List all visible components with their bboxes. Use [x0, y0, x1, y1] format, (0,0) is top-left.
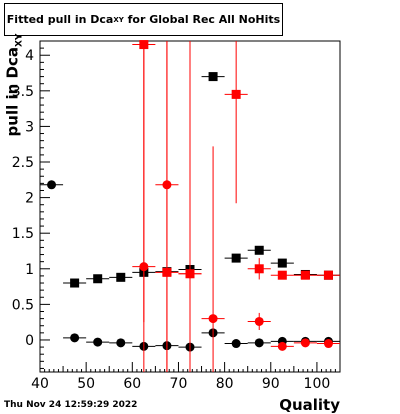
y-tick-label: 1.5 [12, 226, 34, 242]
x-axis-label: Quality [279, 396, 340, 414]
data-point-square [254, 264, 264, 274]
data-point-square [277, 270, 287, 280]
data-point-square [323, 270, 333, 280]
y-tick-label: 4 [25, 48, 34, 64]
y-tick-label: 2 [25, 191, 34, 207]
data-point-circle [162, 180, 172, 190]
data-point-circle [208, 314, 218, 324]
x-tick-label: 70 [170, 376, 188, 392]
y-tick-label: 2.5 [12, 155, 34, 171]
series-3 [132, 41, 340, 372]
title-main: Fitted pull in Dca [6, 13, 114, 26]
data-point-square [208, 72, 218, 82]
x-tick-label: 90 [262, 376, 280, 392]
y-axis: 0 0.5 1 1.5 2 2.5 3 3.5 4 [12, 40, 50, 369]
timestamp: Thu Nov 24 12:59:29 2022 [4, 400, 138, 410]
title-subscript: XY [113, 15, 124, 24]
title-rest: for Global Rec All NoHits [123, 13, 281, 26]
data-point-square [70, 278, 80, 288]
ylabel-main: pull in Dca [3, 47, 22, 137]
y-axis-label-box: pull in DcaXY [3, 30, 25, 140]
data-point-circle [70, 333, 80, 343]
y-axis-label: pull in DcaXY [4, 34, 25, 137]
data-point-square [254, 245, 264, 255]
data-point-circle [254, 338, 264, 348]
title-box: Fitted pull in Dca XY for Global Rec All … [4, 3, 283, 36]
data-point-circle [185, 269, 195, 279]
x-tick-label: 40 [31, 376, 49, 392]
data-point-square [231, 89, 241, 99]
x-tick-label: 100 [304, 376, 331, 392]
ylabel-subscript: XY [14, 33, 25, 48]
data-point-circle [93, 337, 103, 347]
x-tick-label: 80 [216, 376, 234, 392]
x-axis: 40 50 60 70 80 90 100 [31, 362, 341, 392]
data-point-circle [231, 339, 241, 349]
data-point-square [93, 274, 103, 284]
data-point-circle [300, 338, 310, 348]
data-point-circle [254, 316, 264, 326]
data-point-circle [47, 180, 57, 190]
data-point-circle [323, 339, 333, 349]
data-point-circle [116, 338, 126, 348]
data-point-square [231, 253, 241, 263]
y-tick-label: 0.5 [12, 297, 34, 313]
y-tick-label: 3 [25, 119, 34, 135]
data-point-square [116, 272, 126, 282]
data-point-circle [277, 341, 287, 351]
x-tick-label: 50 [77, 376, 95, 392]
y-tick-label: 3.5 [12, 84, 34, 100]
data-point-circle [139, 262, 149, 272]
data-point-square [277, 258, 287, 268]
y-tick-label: 0 [25, 333, 34, 349]
chart-title: Fitted pull in Dca XY for Global Rec All … [5, 4, 282, 35]
y-tick-label: 1 [25, 262, 34, 278]
x-tick-label: 60 [123, 376, 141, 392]
data-point-square [300, 270, 310, 280]
data-marks [40, 40, 340, 372]
